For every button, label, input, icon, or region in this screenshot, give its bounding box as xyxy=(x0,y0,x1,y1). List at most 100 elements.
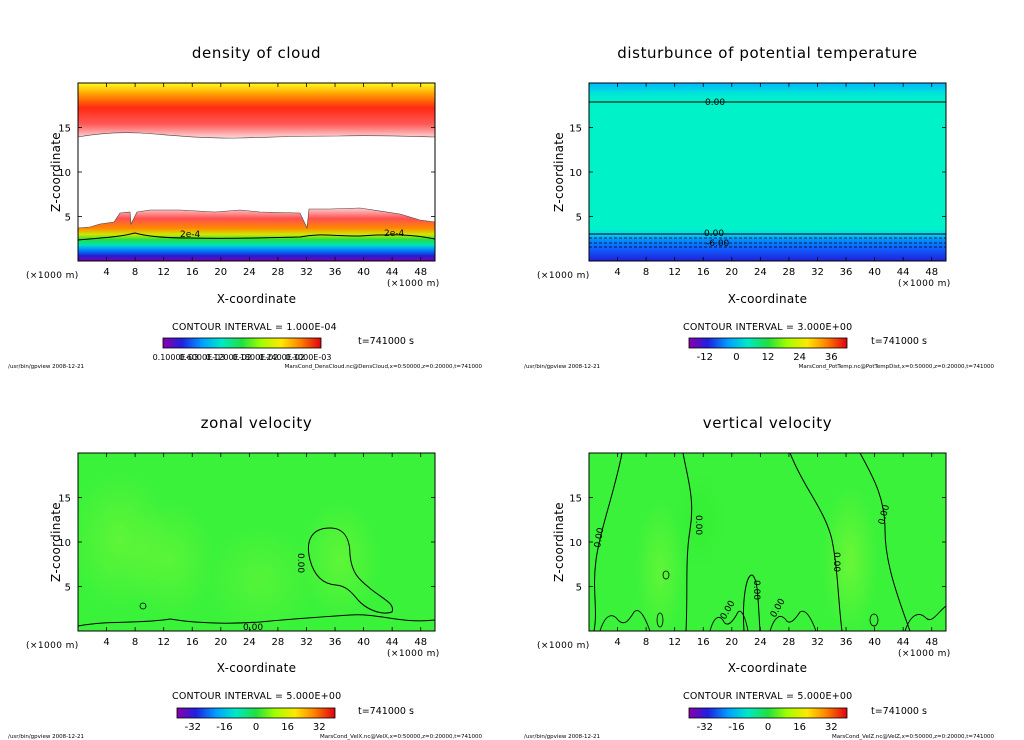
x-tick-label: 16 xyxy=(186,267,199,278)
plot-field-zonal-velocity xyxy=(78,453,435,631)
x-tick-label: 12 xyxy=(668,267,681,278)
footer-right: MarsCond_VelZ.nc@VelZ,x=0:50000,z=0:2000… xyxy=(832,734,995,740)
x-tick-label: 32 xyxy=(811,267,824,278)
colorbar-label: 24 xyxy=(793,352,806,363)
y-axis-label: Z-coordinate xyxy=(49,132,63,212)
x-tick-label: 24 xyxy=(243,267,256,278)
x-tick-labels: 4 8 12 16 20 24 28 32 36 40 44 48 xyxy=(614,83,938,278)
x-tick-label: 4 xyxy=(103,637,109,648)
time-label: t=741000 s xyxy=(358,336,414,347)
contour-label: -6.00 xyxy=(706,239,730,249)
x-tick-label: 40 xyxy=(868,267,881,278)
y-tick-label: 15 xyxy=(569,494,582,505)
x-tick-label: 12 xyxy=(157,267,170,278)
lower-cloud-layer xyxy=(78,208,435,261)
colorbar-labels: -12 0 12 24 36 xyxy=(697,352,838,363)
y-tick-label: 5 xyxy=(65,213,71,224)
colorbar-label: 0.1200E-02 xyxy=(206,353,252,362)
x-tick-label: 48 xyxy=(414,267,427,278)
footer-right: MarsCond_DensCloud.nc@DensCloud,x=0:5000… xyxy=(285,364,483,370)
x-tick-label: 24 xyxy=(754,637,767,648)
contour-label: 0.00 xyxy=(751,580,761,600)
colorbar-label: 0 xyxy=(253,722,259,733)
chart-title: zonal velocity xyxy=(201,414,313,432)
x-axis-unit: (×1000 m) xyxy=(387,279,440,289)
chart-title: vertical velocity xyxy=(703,414,833,432)
x-tick-label: 12 xyxy=(668,637,681,648)
contour-line xyxy=(859,453,911,631)
x-tick-labels: 4 8 12 16 20 24 28 32 36 40 44 48 xyxy=(103,453,427,648)
contour-label: 0.00 xyxy=(705,98,725,108)
contour-label: 0.00 xyxy=(593,527,606,549)
contour-label: 2e-4 xyxy=(180,230,201,240)
contour-line xyxy=(789,453,843,631)
x-axis-label: X-coordinate xyxy=(728,292,808,306)
y-tick-label: 15 xyxy=(58,494,71,505)
x-tick-label: 32 xyxy=(300,637,313,648)
x-tick-label: 20 xyxy=(725,267,738,278)
x-tick-label: 44 xyxy=(897,637,910,648)
x-tick-labels: 4 8 12 16 20 24 28 32 36 40 44 48 xyxy=(614,453,938,648)
colorbar xyxy=(162,337,322,349)
colorbar-label: 32 xyxy=(825,722,838,733)
contour-line xyxy=(593,453,623,631)
contour-label: 0.00 xyxy=(295,553,305,573)
colorbar xyxy=(688,337,848,349)
x-tick-label: 48 xyxy=(925,267,938,278)
time-label: t=741000 s xyxy=(358,706,414,717)
footer-left: /usr/bin/gpview 2008-12-21 xyxy=(8,734,84,740)
contour-label: 0.00 xyxy=(704,229,724,239)
x-tick-label: 44 xyxy=(386,267,399,278)
contour-interval: CONTOUR INTERVAL = 3.000E+00 xyxy=(683,322,852,333)
colorbar-label: -32 xyxy=(697,722,713,733)
upper-cloud-layer xyxy=(78,83,435,139)
x-tick-label: 32 xyxy=(300,267,313,278)
x-tick-label: 20 xyxy=(214,267,227,278)
colorbar-label: -16 xyxy=(728,722,744,733)
contour-interval: CONTOUR INTERVAL = 5.000E+00 xyxy=(683,691,852,702)
x-tick-label: 40 xyxy=(357,267,370,278)
x-tick-label: 8 xyxy=(643,267,649,278)
y-axis-unit: (×1000 m) xyxy=(26,271,79,281)
x-axis-unit: (×1000 m) xyxy=(898,279,951,289)
plot-field-density xyxy=(78,83,435,261)
x-tick-label: 8 xyxy=(132,637,138,648)
x-tick-label: 28 xyxy=(272,637,285,648)
y-axis-label: Z-coordinate xyxy=(552,132,566,212)
x-tick-label: 44 xyxy=(386,637,399,648)
plot-field-vertical-velocity xyxy=(589,453,946,631)
contour-line xyxy=(709,610,749,631)
contour-label: 2e-4 xyxy=(384,229,405,239)
contour-small xyxy=(662,570,670,580)
x-tick-label: 16 xyxy=(697,267,710,278)
footer-left: /usr/bin/gpview 2008-12-21 xyxy=(524,364,600,370)
colorbar-label: 0 xyxy=(733,352,739,363)
panel-density-of-cloud: density of cloud 4 8 12 16 20 24 28 32 36 40 44 48 … xyxy=(8,44,482,370)
contour-line xyxy=(904,605,946,631)
contour-closed xyxy=(307,527,394,614)
colorbar-label: 0.1000E-03 xyxy=(153,353,199,362)
panel-vertical-velocity: vertical velocity 4 8 12 16 20 24 28 32 36 40 44 48… xyxy=(524,414,994,740)
y-tick-labels: 5 10 15 xyxy=(569,494,946,594)
y-tick-labels: 5 10 15 xyxy=(58,124,435,224)
colorbar-label: 0.6000E-03 xyxy=(179,353,225,362)
contour-line xyxy=(743,574,761,631)
x-tick-label: 16 xyxy=(697,637,710,648)
x-axis-unit: (×1000 m) xyxy=(898,649,951,659)
x-tick-label: 44 xyxy=(897,267,910,278)
x-tick-label: 8 xyxy=(643,637,649,648)
x-tick-label: 32 xyxy=(811,637,824,648)
chart-title: disturbunce of potential temperature xyxy=(617,44,917,62)
colorbar-label: 0.3000E-03 xyxy=(285,353,331,362)
x-tick-label: 8 xyxy=(132,267,138,278)
x-tick-label: 40 xyxy=(357,637,370,648)
x-axis-label: X-coordinate xyxy=(728,661,808,675)
x-tick-label: 36 xyxy=(840,637,853,648)
footer-right: MarsCond_VelX.nc@VelX,x=0:50000,z=0:2000… xyxy=(320,734,483,740)
colorbar-labels: -32 -16 0 16 32 xyxy=(697,722,838,733)
colorbar-label: -32 xyxy=(185,722,201,733)
x-tick-label: 24 xyxy=(243,637,256,648)
y-tick-label: 10 xyxy=(569,168,582,179)
y-axis-unit: (×1000 m) xyxy=(537,271,590,281)
